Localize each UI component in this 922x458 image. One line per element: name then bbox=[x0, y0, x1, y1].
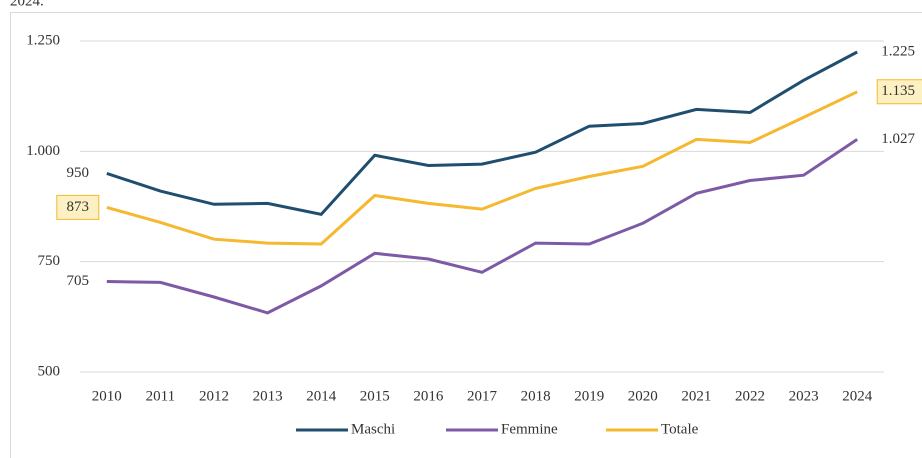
x-tick-label: 2023 bbox=[789, 388, 819, 404]
data-label: 873 bbox=[67, 199, 90, 215]
x-tick-label: 2020 bbox=[628, 388, 658, 404]
x-tick-label: 2018 bbox=[521, 388, 551, 404]
note: 2024. bbox=[10, 0, 44, 9]
x-tick-label: 2011 bbox=[146, 388, 175, 404]
x-tick-label: 2024 bbox=[842, 388, 873, 404]
x-tick-label: 2015 bbox=[360, 388, 390, 404]
line bbox=[106, 90, 858, 246]
legend-label: Femmine bbox=[501, 421, 558, 437]
y-tick-label: 500 bbox=[38, 363, 61, 379]
data-label: 1.027 bbox=[881, 131, 915, 147]
x-tick-label: 2014 bbox=[306, 388, 337, 404]
legend-label: Maschi bbox=[351, 421, 395, 437]
x-tick-label: 2010 bbox=[92, 388, 122, 404]
data-label: 705 bbox=[67, 273, 90, 289]
data-label: 1.225 bbox=[881, 43, 915, 59]
x-tick-label: 2017 bbox=[467, 388, 498, 404]
x-tick-label: 2019 bbox=[574, 388, 604, 404]
y-tick-label: 1.000 bbox=[26, 143, 60, 159]
legend-label: Totale bbox=[661, 421, 699, 437]
y-tick-label: 1.250 bbox=[26, 32, 60, 48]
data-label: 950 bbox=[67, 165, 90, 181]
line bbox=[106, 138, 859, 315]
chart-frame bbox=[10, 12, 922, 458]
x-tick-label: 2022 bbox=[735, 388, 765, 404]
label-box bbox=[56, 194, 100, 220]
y-tick-label: 750 bbox=[38, 253, 61, 269]
label-box bbox=[876, 79, 922, 105]
data-label: 1.135 bbox=[881, 83, 915, 99]
x-tick-label: 2021 bbox=[681, 388, 711, 404]
line bbox=[106, 50, 858, 217]
x-tick-label: 2013 bbox=[253, 388, 283, 404]
x-tick-label: 2016 bbox=[413, 388, 444, 404]
x-tick-label: 2012 bbox=[199, 388, 229, 404]
